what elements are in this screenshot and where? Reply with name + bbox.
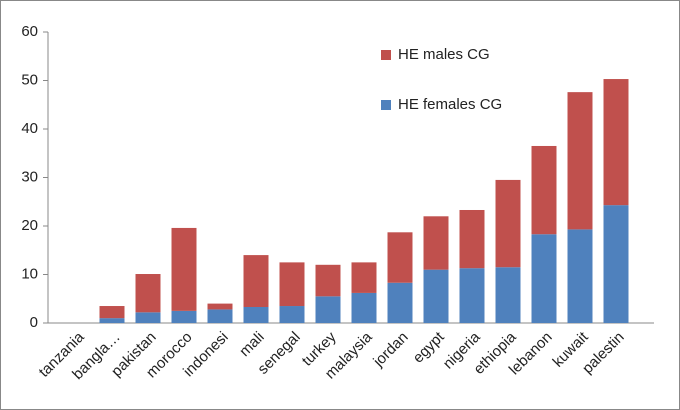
bar-segment: [351, 292, 377, 323]
bar-segment: [135, 312, 161, 323]
bar-segment: [387, 232, 413, 283]
bar-segment: [459, 209, 485, 269]
y-tick-label: 30: [21, 168, 38, 185]
bar-segment: [495, 179, 521, 268]
bar-segment: [567, 229, 593, 323]
bar-segment: [99, 318, 125, 323]
bar-segment: [603, 79, 629, 206]
bar-segment: [171, 310, 197, 323]
bar-segment: [99, 306, 125, 319]
bar-segment: [459, 268, 485, 323]
y-tick-label: 50: [21, 71, 38, 88]
bar-segment: [207, 303, 233, 310]
y-tick-label: 60: [21, 23, 38, 40]
bar-segment: [387, 282, 413, 323]
y-tick-label: 40: [21, 120, 38, 137]
y-tick-label: 0: [30, 314, 38, 331]
legend-label: HE females CG: [398, 96, 502, 113]
bar-segment: [351, 262, 377, 293]
bar-segment: [279, 262, 305, 307]
bar-segment: [423, 269, 449, 323]
bar-segment: [207, 309, 233, 323]
legend-swatch: [381, 50, 391, 60]
bar-segment: [567, 92, 593, 230]
y-tick-label: 20: [21, 217, 38, 234]
y-tick-label: 10: [21, 265, 38, 282]
bar-segment: [243, 255, 269, 307]
legend-swatch: [381, 100, 391, 110]
bar-segment: [171, 227, 197, 311]
bar-segment: [603, 205, 629, 323]
bar-segment: [531, 145, 557, 235]
legend-label: HE males CG: [398, 46, 490, 63]
bar-segment: [315, 264, 341, 297]
bar-segment: [423, 216, 449, 270]
bar-segment: [531, 234, 557, 323]
bar-segment: [495, 267, 521, 323]
bar-segment: [135, 274, 161, 313]
bar-segment: [243, 306, 269, 323]
bar-segment: [279, 306, 305, 323]
bar-segment: [315, 296, 341, 323]
